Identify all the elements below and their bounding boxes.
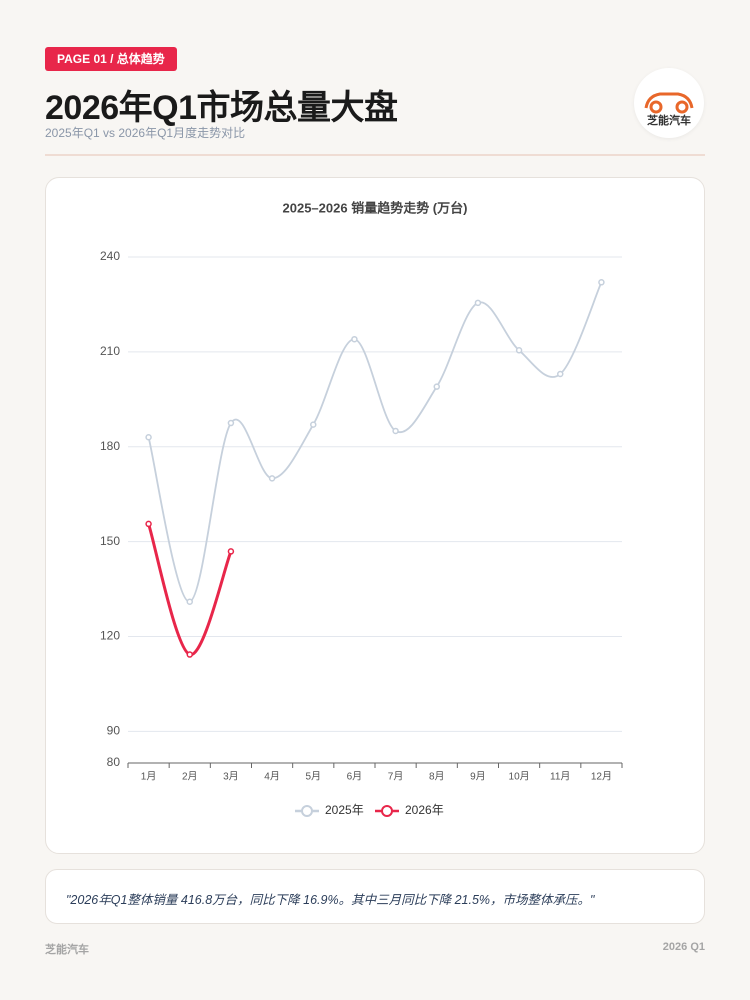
legend-marker	[381, 805, 393, 817]
data-point	[268, 475, 276, 482]
page-subtitle: 2025年Q1 vs 2026年Q1月度走势对比	[45, 126, 246, 140]
x-tick-label: 4月	[264, 771, 280, 783]
divider	[45, 154, 705, 156]
series-line	[147, 523, 233, 657]
quote-card: "2026年Q1整体销量 416.8万台，同比下降 16.9%。其中三月同比下降…	[45, 869, 705, 924]
chart-title: 2025–2026 销量趋势走势 (万台)	[283, 200, 468, 215]
data-point	[557, 370, 564, 378]
x-tick-label: 10月	[509, 771, 530, 783]
data-point	[598, 279, 605, 286]
chart-card	[45, 177, 705, 854]
data-point	[433, 383, 440, 390]
data-point	[186, 651, 193, 658]
legend-label: 2026年	[405, 803, 444, 817]
y-tick-label: 120	[100, 629, 120, 643]
data-point	[515, 347, 523, 354]
data-point	[310, 421, 317, 428]
x-tick-label: 9月	[470, 771, 486, 783]
logo-icon	[644, 92, 694, 114]
footer-period: 2026 Q1	[662, 941, 705, 953]
legend-marker	[301, 805, 313, 817]
data-point	[227, 548, 235, 555]
y-tick-label: 180	[100, 439, 120, 453]
series-line	[147, 281, 603, 603]
x-tick-label: 3月	[223, 771, 239, 783]
x-tick-label: 7月	[388, 771, 404, 783]
x-tick-label: 8月	[429, 771, 445, 783]
legend-label: 2025年	[325, 803, 364, 817]
data-point	[392, 427, 399, 435]
y-tick-label: 90	[107, 724, 121, 738]
x-tick-label: 6月	[347, 771, 363, 783]
y-tick-label: 240	[100, 249, 120, 263]
logo: 芝能汽车	[634, 68, 704, 138]
page-title: 2026年Q1市场总量大盘	[45, 89, 398, 127]
y-tick-label: 150	[100, 534, 120, 548]
data-point	[145, 520, 152, 528]
x-tick-label: 5月	[305, 771, 321, 783]
x-tick-label: 12月	[591, 771, 612, 783]
data-point	[474, 299, 482, 307]
logo-text: 芝能汽车	[647, 115, 691, 127]
data-point	[351, 335, 358, 343]
y-tick-label: 210	[100, 344, 120, 358]
x-tick-label: 11月	[550, 771, 570, 783]
data-point	[227, 419, 235, 427]
data-point	[145, 434, 152, 441]
footer-brand: 芝能汽车	[45, 944, 89, 956]
x-tick-label: 2月	[182, 771, 198, 783]
data-point	[186, 598, 193, 605]
y-tick-label: 80	[107, 755, 121, 769]
page-badge: PAGE 01 / 总体趋势	[45, 47, 177, 71]
quote-text: "2026年Q1整体销量 416.8万台，同比下降 16.9%。其中三月同比下降…	[66, 893, 595, 907]
x-tick-label: 1月	[141, 771, 157, 783]
